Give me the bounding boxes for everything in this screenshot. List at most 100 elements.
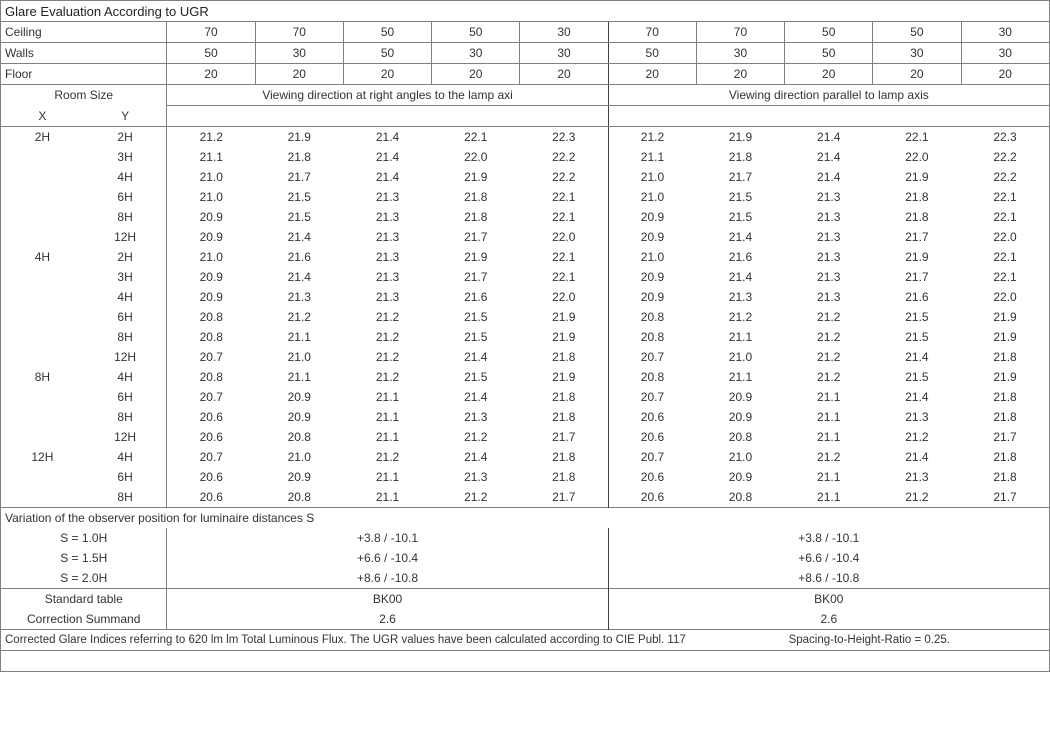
ugr-value: 21.2 [432,487,520,508]
variation-value: +3.8 / -10.1 [167,528,608,548]
ugr-value: 21.0 [696,347,784,367]
variation-value: +8.6 / -10.8 [167,568,608,589]
ugr-value: 21.9 [520,327,608,347]
ugr-value: 21.2 [343,347,431,367]
ugr-value: 20.9 [608,287,696,307]
ugr-table: Glare Evaluation According to UGRCeiling… [0,0,1050,672]
ugr-value: 21.5 [696,187,784,207]
ugr-value: 22.1 [520,207,608,227]
ugr-value: 21.4 [255,267,343,287]
param-floor-label: Floor [1,64,167,85]
ugr-value: 22.1 [520,247,608,267]
ugr-value: 22.0 [520,287,608,307]
ugr-value: 21.8 [961,347,1049,367]
ugr-value: 21.1 [167,147,255,167]
ugr-value: 21.2 [696,307,784,327]
ugr-value: 22.1 [961,267,1049,287]
ugr-value: 21.3 [785,207,873,227]
ugr-value: 21.2 [873,487,961,508]
room-y: 12H [84,227,167,247]
ugr-value: 21.1 [343,387,431,407]
ugr-value: 20.7 [167,447,255,467]
ugr-value: 20.9 [696,407,784,427]
ugr-value: 21.1 [696,327,784,347]
ugr-value: 21.8 [961,407,1049,427]
param-ceiling-val: 50 [432,22,520,43]
ugr-value: 20.6 [167,467,255,487]
room-y: 2H [84,247,167,267]
ugr-value: 20.8 [608,367,696,387]
ugr-value: 21.1 [785,407,873,427]
ugr-value: 22.0 [961,287,1049,307]
ugr-value: 21.8 [432,207,520,227]
param-floor-val: 20 [873,64,961,85]
ugr-value: 21.5 [255,207,343,227]
ugr-value: 21.9 [873,167,961,187]
ugr-value: 20.9 [608,207,696,227]
ugr-value: 20.7 [608,387,696,407]
param-ceiling-val: 70 [608,22,696,43]
ugr-value: 21.7 [432,267,520,287]
variation-header: Variation of the observer position for l… [1,508,1050,529]
ugr-value: 21.6 [432,287,520,307]
ugr-value: 21.2 [343,307,431,327]
ugr-value: 20.8 [255,427,343,447]
param-ceiling-val: 30 [520,22,608,43]
room-y: 4H [84,287,167,307]
ugr-value: 20.8 [167,307,255,327]
ugr-value: 21.7 [873,267,961,287]
standard-value: BK00 [608,589,1049,610]
ugr-value: 21.1 [255,367,343,387]
ugr-value: 21.4 [432,447,520,467]
ugr-value: 21.2 [608,127,696,148]
ugr-value: 21.3 [785,187,873,207]
ugr-value: 21.0 [167,167,255,187]
param-walls-val: 50 [608,43,696,64]
ugr-value: 21.3 [873,467,961,487]
ugr-value: 20.8 [255,487,343,508]
ugr-value: 21.5 [873,307,961,327]
ugr-value: 22.0 [961,227,1049,247]
ugr-value: 21.5 [432,367,520,387]
ugr-value: 20.6 [167,407,255,427]
ugr-value: 21.7 [432,227,520,247]
ugr-value: 21.8 [520,347,608,367]
ugr-value: 21.7 [520,427,608,447]
ugr-value: 21.2 [255,307,343,327]
ugr-value: 21.9 [873,247,961,267]
ugr-value: 22.3 [961,127,1049,148]
param-ceiling-val: 30 [961,22,1049,43]
ugr-value: 21.1 [785,427,873,447]
ugr-value: 21.7 [520,487,608,508]
footnote-left: Corrected Glare Indices referring to 620… [1,630,785,651]
ugr-value: 21.3 [785,267,873,287]
ugr-value: 21.7 [696,167,784,187]
variation-value: +3.8 / -10.1 [608,528,1049,548]
ugr-value: 21.1 [343,487,431,508]
room-x: 2H [1,127,84,148]
ugr-value: 21.6 [255,247,343,267]
param-ceiling-val: 70 [696,22,784,43]
ugr-value: 21.8 [961,467,1049,487]
ugr-value: 21.1 [785,487,873,508]
room-y: 3H [84,267,167,287]
ugr-report: Glare Evaluation According to UGRCeiling… [0,0,1050,672]
ugr-value: 21.8 [696,147,784,167]
ugr-value: 20.9 [696,387,784,407]
ugr-value: 21.0 [255,447,343,467]
ugr-value: 21.9 [696,127,784,148]
ugr-value: 21.5 [432,307,520,327]
ugr-value: 22.1 [432,127,520,148]
room-y: 6H [84,467,167,487]
ugr-value: 21.3 [343,287,431,307]
ugr-value: 21.3 [343,267,431,287]
room-x: 4H [1,247,84,267]
ugr-value: 21.7 [255,167,343,187]
param-ceiling-val: 70 [167,22,255,43]
param-floor-val: 20 [167,64,255,85]
ugr-value: 21.2 [343,367,431,387]
room-y: 2H [84,127,167,148]
ugr-value: 21.4 [432,387,520,407]
ugr-value: 22.1 [961,187,1049,207]
param-walls-val: 50 [343,43,431,64]
